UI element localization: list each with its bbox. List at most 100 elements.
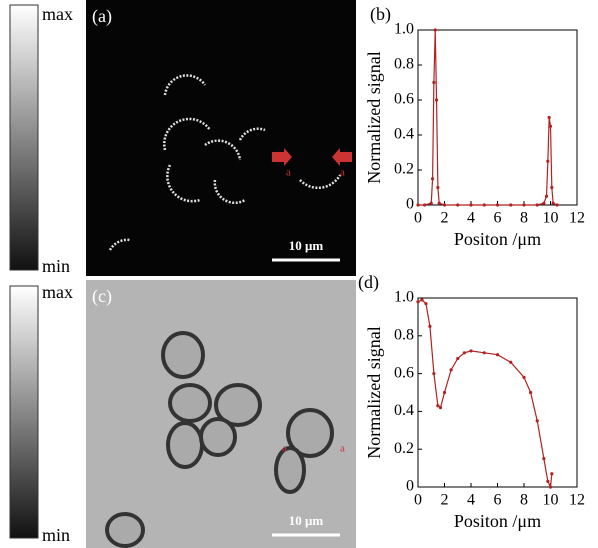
data-point (550, 472, 554, 476)
x-tick-label: 6 (494, 492, 502, 509)
data-point (546, 159, 550, 163)
data-point (548, 485, 553, 489)
image-a (86, 0, 356, 276)
data-point (416, 300, 420, 304)
x-tick-label: 4 (467, 492, 475, 509)
data-point (548, 124, 553, 128)
y-tick-label: 1.0 (394, 21, 414, 38)
x-tick-label: 10 (543, 492, 559, 509)
data-point (469, 203, 473, 207)
x-tick-label: 6 (494, 210, 502, 227)
data-point (436, 404, 440, 408)
x-tick-label: 2 (441, 210, 449, 227)
y-axis-label: Normalized signal (364, 326, 384, 458)
data-point (420, 298, 424, 302)
colorbar (9, 4, 39, 271)
data-point (551, 201, 555, 205)
marker-label: a (282, 443, 287, 455)
y-tick-label: 0 (406, 478, 414, 495)
data-point (438, 406, 443, 410)
marker-label: a (340, 167, 345, 179)
y-tick-label: 0.8 (394, 56, 414, 73)
y-tick-label: 0.8 (394, 326, 414, 343)
marker-label: a (340, 443, 345, 455)
data-point (522, 203, 526, 207)
data-line (417, 299, 553, 490)
data-point (432, 372, 436, 376)
data-point (509, 360, 513, 364)
data-point (429, 201, 433, 205)
data-point (456, 356, 460, 361)
scale-bar-label: 10 μm (289, 513, 324, 528)
panel-label: (b) (370, 4, 391, 25)
data-point (542, 201, 546, 205)
y-tick-label: 0.4 (394, 402, 414, 419)
x-tick-label: 2 (441, 492, 449, 509)
y-tick-label: 0.6 (394, 364, 414, 381)
data-point (449, 368, 453, 372)
data-point (423, 203, 427, 207)
x-tick-label: 12 (569, 210, 585, 227)
data-point (424, 302, 428, 306)
x-axis-label: Positon /μm (454, 229, 541, 249)
data-point (469, 349, 473, 353)
data-point (462, 351, 466, 355)
colorbar (9, 285, 39, 539)
data-point (495, 353, 500, 357)
data-point (542, 457, 546, 461)
y-tick-label: 0.2 (394, 161, 414, 178)
data-point (416, 203, 420, 207)
data-point (547, 115, 551, 120)
data-point (436, 185, 440, 190)
data-point (482, 351, 486, 355)
y-tick-label: 1.0 (394, 289, 414, 306)
data-point (550, 185, 554, 190)
cell-arcs (108, 74, 342, 251)
x-tick-label: 12 (569, 492, 585, 509)
colorbar-min: min (42, 525, 70, 545)
x-tick-label: 4 (467, 210, 475, 227)
colorbar-min: min (42, 256, 70, 276)
data-point (555, 203, 559, 207)
y-tick-label: 0.4 (394, 126, 414, 143)
x-tick-label: 0 (414, 492, 422, 509)
data-point (509, 203, 513, 207)
plot-frame (417, 297, 578, 488)
data-point (430, 177, 435, 181)
data-point (432, 80, 436, 85)
data-point (456, 203, 460, 207)
data-line (418, 29, 558, 206)
x-axis-label: Positon /μm (454, 511, 541, 531)
data-point (544, 194, 549, 198)
x-tick-label: 8 (520, 492, 528, 509)
scale-bar-label: 10 μm (289, 238, 324, 253)
data-point (442, 390, 447, 395)
cells (105, 331, 334, 548)
panel-label: (c) (92, 286, 112, 307)
plot-frame (417, 29, 578, 206)
marker-label: a (286, 167, 291, 179)
y-tick-label: 0.2 (394, 440, 414, 457)
panel-label: (d) (358, 272, 379, 293)
colorbar-max: max (42, 282, 73, 302)
colorbar-max: max (42, 4, 73, 24)
data-point (437, 201, 441, 205)
data-point (442, 203, 447, 207)
y-axis-label: Normalized signal (364, 51, 384, 183)
data-point (434, 98, 439, 102)
y-tick-label: 0 (406, 196, 414, 213)
data-point (522, 375, 526, 379)
x-tick-label: 10 (543, 210, 559, 227)
y-tick-label: 0.6 (394, 91, 414, 108)
data-point (546, 479, 550, 483)
panel-label: (a) (92, 6, 112, 27)
data-point (495, 203, 500, 207)
x-tick-label: 8 (520, 210, 528, 227)
data-point (535, 419, 539, 423)
data-point (428, 324, 432, 328)
x-tick-label: 0 (414, 210, 422, 227)
data-point (535, 203, 539, 207)
data-point (482, 203, 486, 207)
data-point (433, 28, 437, 32)
